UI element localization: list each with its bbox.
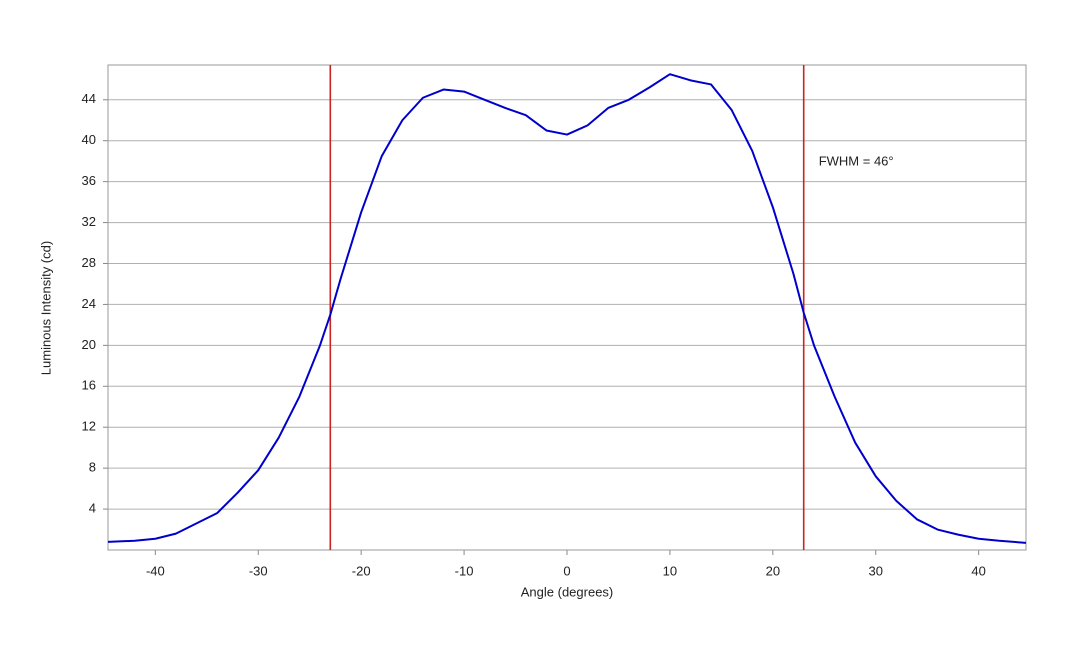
x-axis-label: Angle (degrees) [521, 584, 614, 599]
y-axis-label: Luminous Intensity (cd) [38, 241, 53, 375]
x-tick-label: -10 [455, 563, 474, 578]
y-tick-label: 24 [82, 296, 96, 311]
y-tick-label: 4 [89, 501, 96, 516]
y-tick-label: 16 [82, 378, 96, 393]
x-tick-label: 30 [869, 563, 883, 578]
y-tick-label: 20 [82, 337, 96, 352]
x-tick-label: -40 [146, 563, 165, 578]
intensity-curve [107, 73, 1027, 544]
x-tick-label: 0 [563, 563, 570, 578]
x-tick-label: -20 [352, 563, 371, 578]
annotation: FWHM = 46° [819, 153, 894, 168]
y-tick-label: 36 [82, 173, 96, 188]
x-tick-label: 20 [766, 563, 780, 578]
y-tick-label: 32 [82, 214, 96, 229]
y-tick-label: 8 [89, 460, 96, 475]
x-tick-label: 10 [663, 563, 677, 578]
x-tick-label: -30 [249, 563, 268, 578]
y-tick-label: 40 [82, 132, 96, 147]
x-tick-label: 40 [971, 563, 985, 578]
y-tick-label: 44 [82, 91, 96, 106]
y-tick-label: 12 [82, 419, 96, 434]
plot-frame [107, 64, 1027, 551]
y-tick-label: 28 [82, 255, 96, 270]
